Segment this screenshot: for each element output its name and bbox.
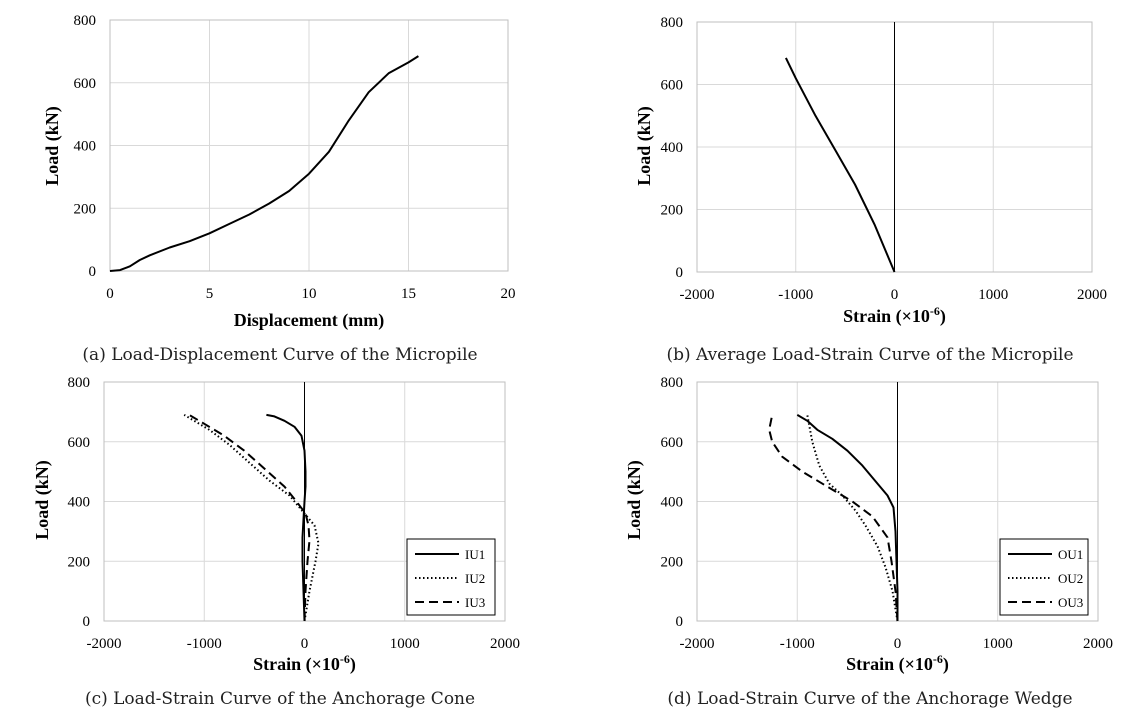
series-line-iu2 <box>183 414 320 622</box>
legend-label: IU1 <box>465 547 485 562</box>
series-line-iu3 <box>188 414 311 622</box>
y-tick-label: 200 <box>661 554 684 570</box>
x-axis-label: Strain (×10-6) <box>846 652 949 675</box>
legend: OU1 OU2 OU3 <box>999 538 1089 616</box>
legend-label: IU3 <box>465 595 485 610</box>
x-tick-label: -2000 <box>680 287 715 303</box>
x-axis-label-exponent: -6 <box>933 652 943 666</box>
y-axis-label: Load (kN) <box>634 106 655 186</box>
x-axis-label: Strain (×10-6) <box>843 304 946 327</box>
x-tick-label: 0 <box>301 636 309 652</box>
x-tick-label: 15 <box>401 286 416 302</box>
x-tick-label: -1000 <box>778 287 813 303</box>
chart-caption: (c) Load-Strain Curve of the Anchorage C… <box>85 689 475 709</box>
chart-panel-4: -2000 -1000 0 1000 2000 0 200 400 600 800 Load (kN… <box>624 375 1113 709</box>
y-tick-label: 200 <box>74 201 97 217</box>
y-tick-label: 400 <box>68 495 91 511</box>
chart-caption: (b) Average Load-Strain Curve of the Mic… <box>666 345 1073 365</box>
series-line-iu1 <box>266 413 307 622</box>
x-tick-label: 2000 <box>490 636 520 652</box>
y-tick-label: 600 <box>74 76 97 92</box>
y-tick-label: 800 <box>68 375 91 391</box>
plot-frame <box>109 19 509 272</box>
x-tick-label: -1000 <box>780 636 815 652</box>
series-line-1 <box>109 55 419 272</box>
y-tick-label: 600 <box>661 78 684 94</box>
chart-panel-3: -2000 -1000 0 1000 2000 0 200 400 600 800 Load (kN… <box>32 375 520 709</box>
y-tick-label: 800 <box>661 375 684 391</box>
y-axis-label: Load (kN) <box>624 460 645 540</box>
x-tick-label: 10 <box>302 286 317 302</box>
chart-panel-2: -2000 -1000 0 1000 2000 0 200 400 600 800 Load (kN… <box>634 15 1107 365</box>
legend-label: OU2 <box>1058 571 1083 586</box>
y-tick-label: 400 <box>74 139 97 155</box>
series-line-ou2 <box>806 414 899 622</box>
y-axis-label: Load (kN) <box>32 460 53 540</box>
legend: IU1 IU2 IU3 <box>406 538 496 616</box>
x-tick-label: -2000 <box>87 636 122 652</box>
x-axis-label-exponent: -6 <box>340 652 350 666</box>
y-tick-label: 800 <box>661 15 684 31</box>
chart-caption: (d) Load-Strain Curve of the Anchorage W… <box>667 689 1072 709</box>
legend-label: IU2 <box>465 571 485 586</box>
x-tick-label: -2000 <box>680 636 715 652</box>
x-axis-label: Displacement (mm) <box>234 310 384 331</box>
legend-label: OU3 <box>1058 595 1083 610</box>
x-tick-label: 1000 <box>983 636 1013 652</box>
x-tick-label: 20 <box>501 286 516 302</box>
y-tick-label: 800 <box>74 13 97 29</box>
x-tick-label: 1000 <box>390 636 420 652</box>
series-line-ou3 <box>768 414 899 622</box>
chart-caption: (a) Load-Displacement Curve of the Micro… <box>82 345 477 365</box>
y-tick-label: 600 <box>68 435 91 451</box>
x-tick-label: 2000 <box>1083 636 1113 652</box>
series-line-ou1 <box>796 414 899 621</box>
x-axis-label-tail: ) <box>943 654 949 675</box>
x-tick-label: 0 <box>894 636 902 652</box>
y-tick-label: 400 <box>661 495 684 511</box>
x-tick-label: 1000 <box>978 287 1008 303</box>
x-axis-label-tail: ) <box>940 306 946 327</box>
y-tick-label: 200 <box>68 554 91 570</box>
x-axis-label-tail: ) <box>350 654 356 675</box>
y-tick-label: 0 <box>83 614 91 630</box>
y-tick-label: 0 <box>676 614 684 630</box>
x-tick-label: 0 <box>891 287 899 303</box>
y-tick-label: 0 <box>89 264 97 280</box>
x-axis-label-exponent: -6 <box>930 304 940 318</box>
y-tick-label: 200 <box>661 203 684 219</box>
y-tick-label: 400 <box>661 140 684 156</box>
x-tick-label: 2000 <box>1077 287 1107 303</box>
x-tick-label: -1000 <box>187 636 222 652</box>
y-axis-label: Load (kN) <box>42 106 63 186</box>
series-line-1 <box>785 57 896 273</box>
x-tick-label: 0 <box>106 286 114 302</box>
y-tick-label: 0 <box>676 265 684 281</box>
y-tick-label: 600 <box>661 435 684 451</box>
legend-label: OU1 <box>1058 547 1083 562</box>
x-axis-label: Strain (×10-6) <box>253 652 356 675</box>
x-tick-label: 5 <box>206 286 214 302</box>
